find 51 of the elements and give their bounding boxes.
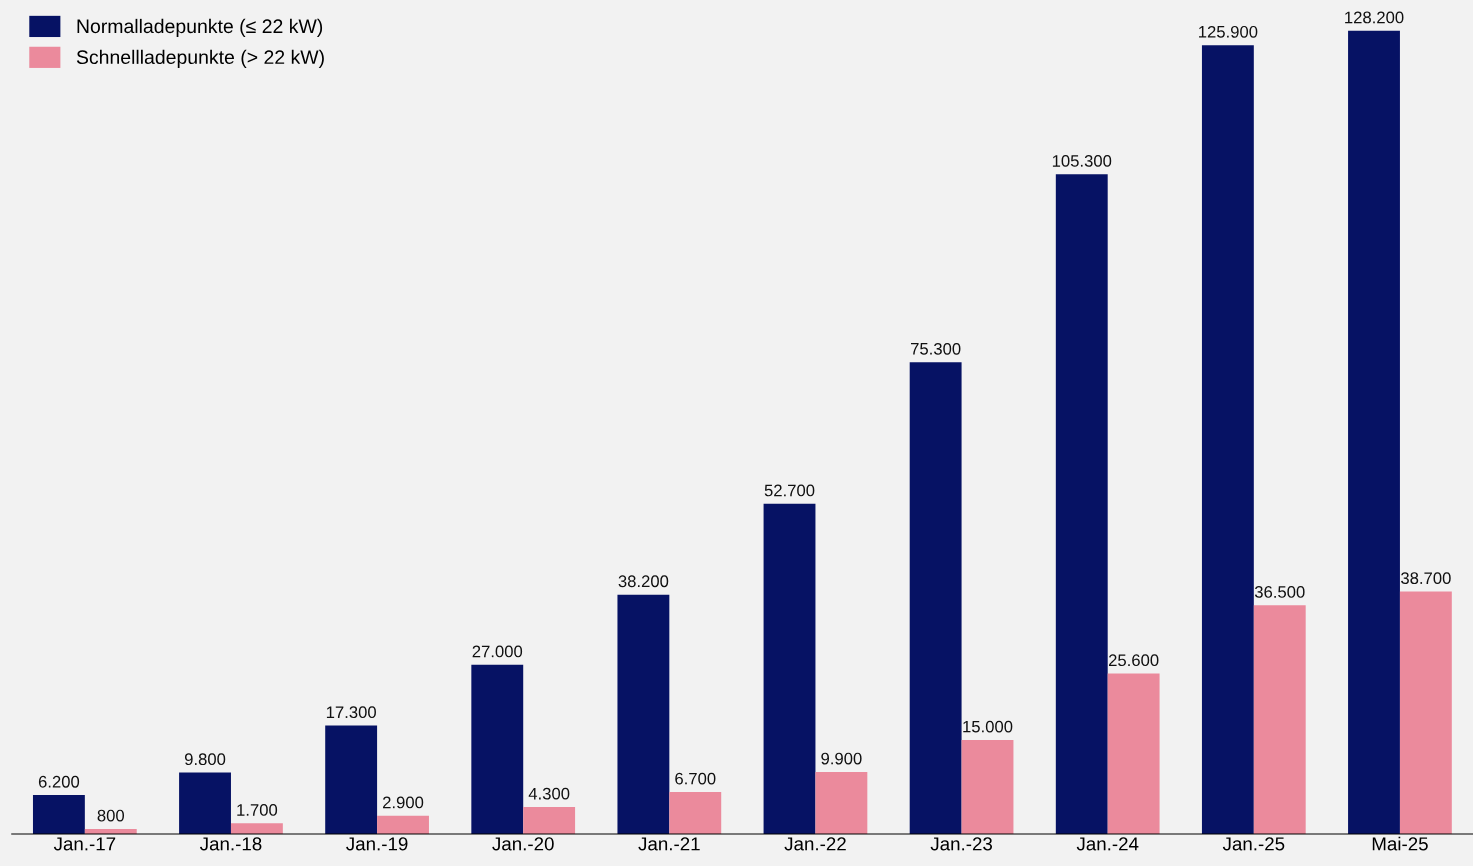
bar (961, 739, 1014, 834)
bar (325, 725, 378, 834)
bar (669, 791, 722, 834)
data-label: 36.500 (1254, 586, 1305, 598)
data-label: 128.200 (1345, 11, 1404, 24)
bar (617, 594, 670, 834)
x-tick-label: Mai-25 (1372, 836, 1428, 851)
data-label: 4.300 (528, 787, 570, 800)
data-label: 9.800 (184, 753, 226, 766)
data-label: 38.200 (618, 575, 669, 588)
data-label: 52.700 (764, 484, 815, 497)
legend-label: Schnellladepunkte (> 22 kW) (76, 49, 324, 68)
data-label: 1.700 (237, 804, 278, 816)
x-tick-label: Jan.-21 (638, 837, 700, 851)
data-label: 27.000 (472, 645, 523, 658)
bar (909, 362, 962, 834)
x-tick-label: Jan.-24 (1076, 837, 1139, 851)
data-label: 105.300 (1052, 154, 1112, 167)
bar (1348, 30, 1400, 834)
x-tick-label: Jan.-18 (199, 837, 262, 851)
bar (1399, 591, 1452, 834)
bar (377, 815, 429, 834)
data-label: 15.000 (963, 720, 1013, 733)
data-label: 75.300 (911, 342, 961, 355)
bar (471, 664, 524, 834)
data-label: 25.600 (1108, 654, 1159, 667)
x-tick-label: Jan.-20 (492, 837, 554, 851)
x-tick-label: Jan.-19 (346, 837, 408, 851)
data-label: 38.700 (1401, 572, 1451, 585)
bar (230, 823, 283, 834)
bar (32, 795, 85, 834)
bar (179, 772, 231, 834)
bar (1107, 673, 1160, 834)
bar (523, 807, 576, 834)
bar (1253, 605, 1306, 834)
bar (763, 503, 816, 834)
x-tick-label: Jan.-22 (784, 837, 846, 851)
data-label: 6.200 (38, 775, 80, 788)
x-tick-label: Jan.-25 (1222, 837, 1285, 851)
bar (815, 771, 868, 834)
data-label: 2.900 (383, 796, 424, 809)
x-tick-label: Jan.-17 (53, 837, 116, 851)
legend-label: Normalladepunkte (≤ 22 kW) (77, 18, 323, 37)
bar (1201, 45, 1254, 834)
data-label: 6.700 (675, 772, 716, 785)
data-label: 17.300 (326, 706, 376, 719)
data-label: 9.900 (821, 752, 862, 765)
data-label: 125.900 (1199, 25, 1258, 38)
data-label: 800 (97, 809, 125, 822)
bar (1055, 174, 1108, 834)
x-tick-label: Jan.-23 (930, 837, 993, 851)
